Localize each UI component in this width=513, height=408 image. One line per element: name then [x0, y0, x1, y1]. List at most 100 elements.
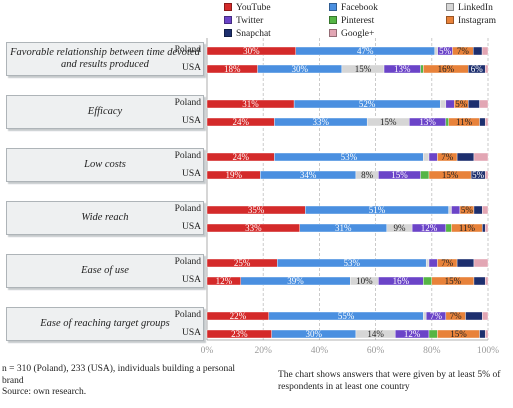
- category-label: Ease of reaching target groups: [6, 307, 204, 341]
- data-label: 34%: [300, 170, 317, 180]
- x-tick-label: 40%: [311, 346, 329, 356]
- x-tick-label: 60%: [367, 346, 385, 356]
- bar-segment: [482, 223, 486, 233]
- data-label: 53%: [341, 152, 358, 162]
- country-label: Poland: [174, 151, 201, 161]
- legend-swatch: [329, 29, 337, 37]
- bar-segment: [420, 170, 430, 180]
- bar-segment: [423, 276, 432, 286]
- bar-segment: [465, 311, 483, 321]
- data-label: 19%: [225, 170, 242, 180]
- bar-segment: [428, 329, 438, 339]
- data-label: 15%: [380, 117, 397, 127]
- data-label: 15%: [450, 329, 467, 339]
- country-label: Poland: [174, 310, 201, 320]
- data-label: 18%: [224, 64, 241, 74]
- legend-item: LinkedIn: [446, 2, 493, 14]
- data-label: 11%: [456, 117, 473, 127]
- data-label: 24%: [232, 152, 249, 162]
- data-label: 15%: [391, 170, 408, 180]
- footnote-sample-line2: brand: [2, 375, 24, 386]
- bar-segment: [484, 170, 489, 180]
- bar-segment: [428, 152, 438, 162]
- legend-swatch: [329, 16, 337, 24]
- bar-segment: [448, 205, 452, 215]
- legend-item: Snapchat: [224, 28, 271, 40]
- data-label: 7%: [430, 311, 443, 321]
- bar-segment: [428, 258, 438, 268]
- footnote-threshold: The chart shows answers that were given …: [278, 370, 500, 393]
- legend-item: Google+: [329, 28, 374, 40]
- bar-segment: [479, 117, 486, 127]
- data-label: 7%: [457, 46, 470, 56]
- data-label: 52%: [359, 99, 376, 109]
- data-label: 12%: [216, 276, 233, 286]
- footnote-threshold-line1: The chart shows answers that were given …: [278, 370, 501, 380]
- bar-segment: [456, 258, 475, 268]
- data-label: 7%: [450, 311, 463, 321]
- bar-segment: [445, 99, 455, 109]
- bar-segment: [423, 152, 430, 162]
- legend-swatch: [224, 3, 232, 11]
- legend-item: Twitter: [224, 15, 263, 27]
- legend-label: Snapchat: [236, 29, 271, 39]
- bar-segment: [420, 64, 424, 74]
- data-label: 39%: [287, 276, 304, 286]
- data-label: 5%: [461, 205, 474, 215]
- country-label: USA: [181, 116, 201, 126]
- bar-segment: [440, 99, 447, 109]
- data-label: 7%: [441, 152, 454, 162]
- data-label: 25%: [234, 258, 251, 268]
- data-label: 12%: [421, 223, 438, 233]
- legend-label: Facebook: [341, 3, 378, 13]
- bar-segment: [479, 329, 486, 339]
- category-label: Efficacy: [6, 95, 204, 129]
- legend-swatch: [446, 3, 454, 11]
- data-label: 55%: [338, 311, 355, 321]
- country-label: USA: [181, 275, 201, 285]
- bar-segment: [484, 276, 489, 286]
- footnote-source: Source: own research.: [2, 387, 87, 397]
- country-label: USA: [181, 169, 201, 179]
- data-label: 33%: [313, 117, 330, 127]
- category-label: Favorable relationship between time devo…: [6, 42, 204, 76]
- legend-item: Pinterest: [329, 15, 374, 27]
- x-tick-label: 80%: [423, 346, 441, 356]
- data-label: 16%: [393, 276, 410, 286]
- x-tick-label: 0%: [201, 346, 214, 356]
- bar-segment: [456, 152, 475, 162]
- bar-segment: [445, 117, 449, 127]
- data-label: 23%: [231, 329, 248, 339]
- legend-label: Pinterest: [341, 16, 375, 26]
- data-label: 14%: [367, 329, 384, 339]
- legend-item: Instagram: [446, 15, 496, 27]
- bar-segment: [473, 205, 483, 215]
- legend-swatch: [446, 16, 454, 24]
- bar-segment: [451, 205, 461, 215]
- data-label: 13%: [394, 64, 411, 74]
- data-label: 53%: [343, 258, 360, 268]
- data-label: 8%: [361, 170, 374, 180]
- footnote-sample-line1: n = 310 (Poland), 233 (USA), individuals…: [2, 364, 236, 374]
- bar-segment: [484, 117, 489, 127]
- bar-segment: [425, 258, 430, 268]
- legend-swatch: [329, 3, 337, 11]
- bar-segment: [468, 99, 480, 109]
- data-label: 30%: [291, 64, 308, 74]
- data-label: 30%: [243, 46, 260, 56]
- data-label: 31%: [335, 223, 352, 233]
- data-label: 5%: [455, 99, 468, 109]
- data-label: 15%: [442, 170, 459, 180]
- data-label: 7%: [441, 258, 454, 268]
- data-label: 5%: [472, 170, 485, 180]
- data-label: 9%: [393, 223, 406, 233]
- data-label: 15%: [445, 276, 462, 286]
- country-label: USA: [181, 328, 201, 338]
- legend-swatch: [224, 29, 232, 37]
- legend-label: Instagram: [458, 16, 496, 26]
- data-label: 11%: [459, 223, 476, 233]
- category-label: Ease of use: [6, 254, 204, 288]
- bar-segment: [445, 223, 452, 233]
- legend-item: YouTube: [224, 2, 271, 14]
